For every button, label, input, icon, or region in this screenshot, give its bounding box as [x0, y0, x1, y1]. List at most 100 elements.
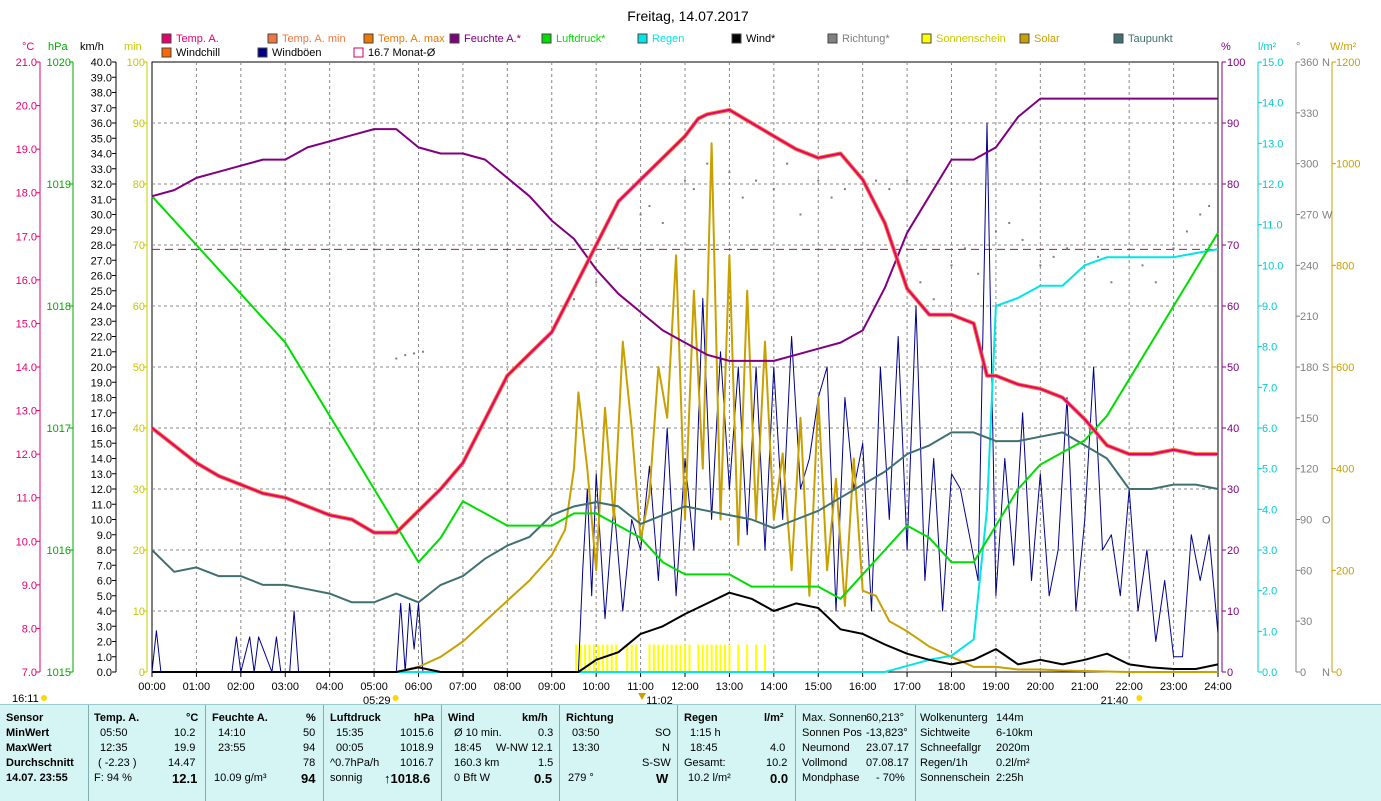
press-min-value: 1015.6 [400, 727, 434, 739]
min-axis-tick-label: 70 [133, 240, 145, 252]
rain-axis-tick-label: 11.0 [1262, 220, 1283, 232]
stats-header-press: Luftdruck [330, 712, 381, 724]
direction-point [906, 179, 909, 182]
press-axis-tick-label: 1016 [47, 545, 71, 557]
temp-min-time: 05:50 [100, 727, 128, 739]
direction-point [1199, 213, 1202, 216]
astro-v-2: 23.07.17 [866, 742, 909, 754]
direction-point [706, 162, 709, 165]
wind-axis-tick-label: 34.0 [91, 149, 112, 161]
astro-k-4: Mondphase [802, 772, 860, 784]
hum-max-value: 94 [303, 742, 316, 754]
x-tick-label: 06:00 [405, 681, 433, 693]
legend-swatch [1113, 33, 1124, 44]
x-tick-label: 17:00 [893, 681, 921, 693]
press-axis-tick-label: 1020 [47, 57, 71, 69]
wind-axis-tick-label: 10.0 [91, 515, 112, 527]
temp-current-humidity: F: 94 % [94, 772, 132, 784]
misc-v-4: 2:25h [996, 772, 1024, 784]
wind-axis-tick-label: 35.0 [91, 133, 112, 145]
dir-axis-tick-label: 120 [1300, 464, 1318, 476]
direction-point [1172, 247, 1175, 250]
legend-label: Regen [652, 33, 684, 45]
legend-swatch [1019, 33, 1030, 44]
sunset-icon [1136, 695, 1143, 701]
legend-label: Feuchte A.* [464, 33, 522, 45]
series-regen [152, 248, 1219, 673]
hum-axis-tick-label: 100 [1227, 57, 1245, 69]
solar-axis-tick-label: 400 [1336, 464, 1354, 476]
x-tick-label: 07:00 [449, 681, 477, 693]
legend-label: Luftdruck* [556, 33, 606, 45]
legend-label: Temp. A. [176, 33, 219, 45]
direction-point [728, 171, 731, 174]
direction-point [421, 350, 424, 353]
temp-max-value: 19.9 [174, 742, 196, 754]
stats-header-wind-unit: km/h [522, 712, 548, 724]
hum-max-time: 23:55 [218, 742, 246, 754]
row-label-min: MinWert [6, 727, 50, 739]
wind-axis-tick-label: 27.0 [91, 255, 112, 267]
press-min-time: 15:35 [336, 727, 364, 739]
temp-axis-tick-label: 20.0 [16, 101, 37, 113]
direction-point [639, 213, 642, 216]
min-axis-tick-label: 100 [127, 57, 145, 69]
astro-k-2: Neumond [802, 742, 850, 754]
x-tick-label: 16:00 [849, 681, 877, 693]
chart-title: Freitag, 14.07.2017 [627, 8, 749, 24]
dir-axis-tick-label: 300 [1300, 159, 1318, 171]
misc-v-3: 0.2l/m² [996, 757, 1030, 769]
stats-header-wind: Wind [448, 712, 475, 724]
wind-axis-tick-label: 32.0 [91, 179, 112, 191]
x-tick-label: 01:00 [183, 681, 211, 693]
wind-axis-tick-label: 33.0 [91, 164, 112, 176]
direction-point [861, 171, 864, 174]
wind-r2-label: 18:45 [454, 742, 482, 754]
wind-axis-tick-label: 38.0 [91, 88, 112, 100]
x-tick-label: 02:00 [227, 681, 255, 693]
x-tick-label: 18:00 [938, 681, 966, 693]
press-max-value: 1018.9 [400, 742, 434, 754]
rain-r4-label: 10.2 l/m² [688, 772, 731, 784]
sunrise-icon [392, 695, 399, 701]
wind-axis-tick-label: 12.0 [91, 484, 112, 496]
wind-axis-tick-label: 15.0 [91, 438, 112, 450]
x-tick-label: 21:00 [1071, 681, 1099, 693]
legend-label: Taupunkt [1128, 33, 1173, 45]
direction-point [595, 281, 598, 284]
axis-unit-hum: % [1221, 41, 1231, 53]
legend-label: 16.7 Monat-Ø [368, 47, 436, 59]
direction-point [932, 298, 935, 301]
solar-axis-tick-label: 200 [1336, 565, 1354, 577]
direction-point [1097, 255, 1100, 258]
row-label-date: 14.07. 23:55 [6, 772, 68, 784]
row-label-avg: Durchschnitt [6, 757, 74, 769]
legend-swatch [637, 33, 648, 44]
dir-r3-value: S-SW [642, 757, 671, 769]
x-tick-label: 24:00 [1204, 681, 1232, 693]
direction-point [1154, 281, 1157, 284]
direction-point [404, 354, 407, 357]
dir-compass-label: N [1322, 57, 1330, 69]
axis-unit-rain: l/m² [1258, 41, 1277, 53]
dir-r1-time: 03:50 [572, 727, 600, 739]
direction-point [830, 196, 833, 199]
sunset-label: 21:40 [1101, 695, 1129, 704]
series-solar [152, 142, 1218, 673]
axis-unit-press: hPa [48, 41, 68, 53]
legend-swatch [731, 33, 742, 44]
misc-k-0: Wolkenunterg [920, 712, 988, 724]
min-axis-tick-label: 30 [133, 484, 145, 496]
wind-axis-tick-label: 9.0 [97, 530, 112, 542]
press-axis-tick-label: 1015 [47, 667, 71, 679]
astro-k-3: Vollmond [802, 757, 848, 769]
hum-avg-value: 78 [303, 757, 316, 769]
direction-point [1208, 205, 1211, 208]
min-axis-tick-label: 80 [133, 179, 145, 191]
legend-swatch [353, 47, 364, 58]
wind-axis-tick-label: 22.0 [91, 332, 112, 344]
press-axis-tick-label: 1019 [47, 179, 71, 191]
hum-axis-tick-label: 50 [1227, 362, 1239, 374]
wind-axis-tick-label: 36.0 [91, 118, 112, 130]
press-trend: ^0.7hPa/h [330, 757, 380, 769]
